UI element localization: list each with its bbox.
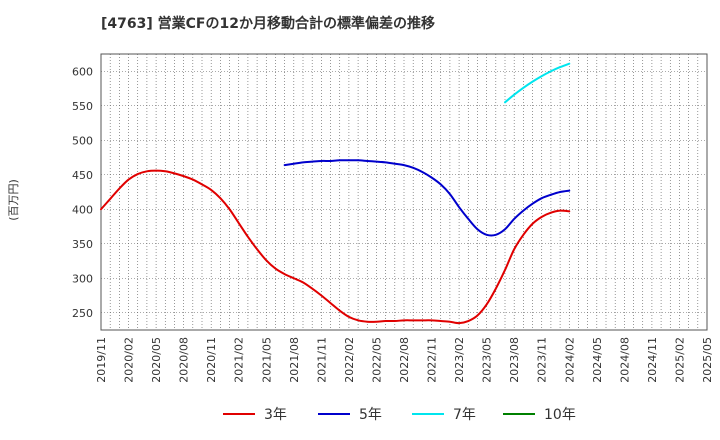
chart-title: [4763] 営業CFの12か月移動合計の標準偏差の推移 bbox=[101, 15, 435, 32]
y-axis-label: (百万円) bbox=[7, 179, 20, 221]
x-tick-label: 2023/05 bbox=[481, 337, 494, 383]
y-tick-label: 450 bbox=[72, 169, 93, 182]
y-tick-label: 600 bbox=[72, 65, 93, 78]
y-tick-label: 500 bbox=[72, 134, 93, 147]
x-tick-label: 2023/02 bbox=[453, 337, 466, 383]
x-tick-label: 2021/08 bbox=[288, 337, 301, 383]
series-line-5年 bbox=[283, 159, 571, 237]
series-layer bbox=[100, 62, 571, 325]
x-tick-label: 2023/11 bbox=[536, 337, 549, 383]
x-tick-label: 2023/08 bbox=[508, 337, 521, 383]
x-tick-label: 2022/08 bbox=[398, 337, 411, 383]
x-tick-label: 2020/02 bbox=[123, 337, 136, 383]
x-tick-label: 2020/11 bbox=[205, 337, 218, 383]
y-tick-label: 300 bbox=[72, 272, 93, 285]
legend-label-5年: 5年 bbox=[359, 407, 382, 423]
x-tick-label: 2025/02 bbox=[673, 337, 686, 383]
legend-label-3年: 3年 bbox=[264, 407, 287, 423]
x-tick-label: 2021/02 bbox=[233, 337, 246, 383]
x-tick-label: 2024/05 bbox=[591, 337, 604, 383]
y-tick-label: 250 bbox=[72, 307, 93, 320]
x-tick-label: 2019/11 bbox=[95, 337, 108, 383]
x-tick-label: 2024/11 bbox=[646, 337, 659, 383]
x-tick-label: 2022/05 bbox=[370, 337, 383, 383]
y-tick-label: 350 bbox=[72, 238, 93, 251]
y-tick-labels: 250 300 350 400 450 500 550 600 bbox=[72, 65, 93, 320]
x-tick-labels: 2019/11 2020/02 2020/05 2020/08 2020/11 2021/… bbox=[95, 337, 714, 383]
x-tick-label: 2020/05 bbox=[150, 337, 163, 383]
y-tick-label: 550 bbox=[72, 100, 93, 113]
x-tick-label: 2021/05 bbox=[260, 337, 273, 383]
x-tick-label: 2025/05 bbox=[701, 337, 714, 383]
grid-layer bbox=[101, 54, 707, 330]
x-tick-label: 2021/11 bbox=[315, 337, 328, 383]
x-tick-label: 2020/08 bbox=[178, 337, 191, 383]
legend-label-7年: 7年 bbox=[453, 407, 476, 423]
x-tick-label: 2024/08 bbox=[618, 337, 631, 383]
legend: 3年 5年 7年 10年 bbox=[223, 407, 576, 423]
y-tick-label: 400 bbox=[72, 203, 93, 216]
x-tick-label: 2022/11 bbox=[426, 337, 439, 383]
legend-label-10年: 10年 bbox=[544, 407, 576, 423]
x-tick-label: 2024/02 bbox=[563, 337, 576, 383]
x-tick-label: 2022/02 bbox=[343, 337, 356, 383]
series-line-7年 bbox=[504, 62, 571, 104]
series-line-3年 bbox=[100, 169, 571, 325]
